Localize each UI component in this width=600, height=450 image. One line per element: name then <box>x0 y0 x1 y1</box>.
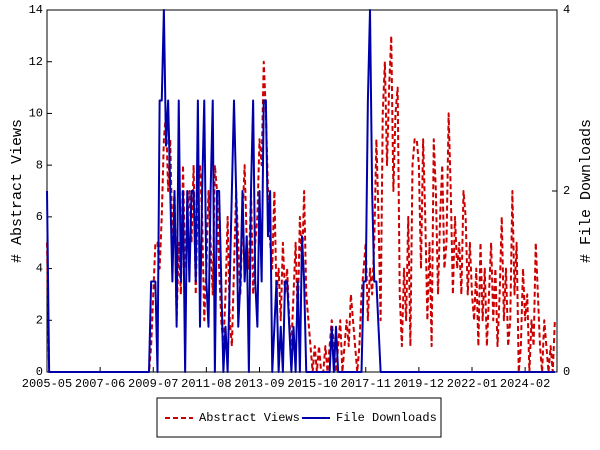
x-tick-label: 2013-09 <box>234 377 284 391</box>
y-axis-title: # Abstract Views <box>9 119 26 263</box>
plot-frame <box>46 9 558 373</box>
y-tick-label: 12 <box>29 55 43 69</box>
y2-tick-label: 2 <box>563 184 570 198</box>
legend-label: File Downloads <box>336 411 437 425</box>
x-tick-label: 2019-12 <box>394 377 444 391</box>
x-tick-label: 2009-07 <box>128 377 178 391</box>
y2-tick-label: 0 <box>563 365 570 379</box>
y-tick-label: 14 <box>29 3 43 17</box>
y-tick-label: 0 <box>36 365 43 379</box>
legend-label: Abstract Views <box>199 411 300 425</box>
x-tick-label: 2015-10 <box>287 377 337 391</box>
x-tick-label: 2005-05 <box>22 377 72 391</box>
y-tick-label: 6 <box>36 210 43 224</box>
x-tick-label: 2022-01 <box>447 377 497 391</box>
y-tick-label: 10 <box>29 107 43 121</box>
y-tick-label: 8 <box>36 158 43 172</box>
series-line <box>46 9 555 373</box>
y-tick-label: 2 <box>36 313 43 327</box>
x-tick-label: 2011-08 <box>181 377 231 391</box>
x-tick-label: 2024-02 <box>500 377 550 391</box>
x-tick-label: 2017-11 <box>341 377 391 391</box>
y2-tick-label: 4 <box>563 3 570 17</box>
y-tick-label: 4 <box>36 262 43 276</box>
legend-box <box>156 397 442 438</box>
x-tick-label: 2007-06 <box>75 377 125 391</box>
y2-axis-title: # File Downloads <box>578 119 595 263</box>
